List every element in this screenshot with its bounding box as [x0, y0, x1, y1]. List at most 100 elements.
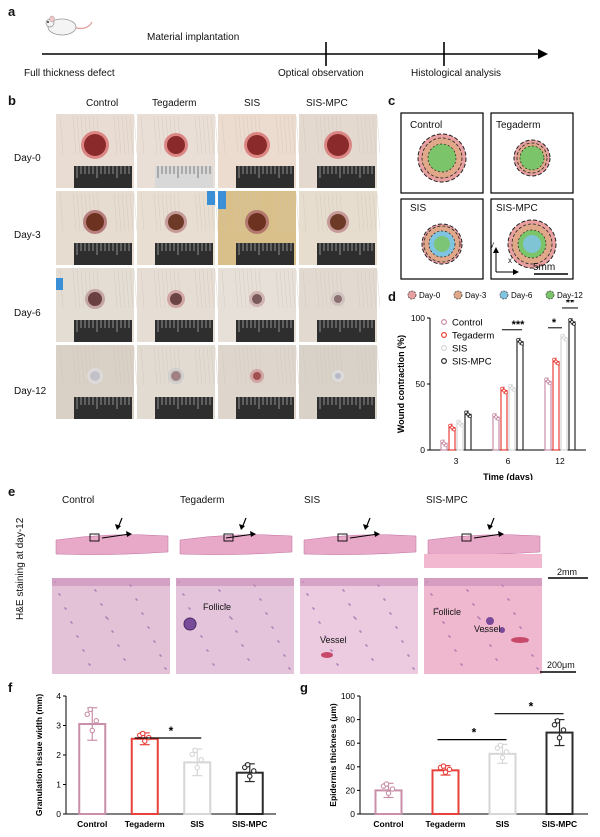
he-scale-bottom: 200μm	[547, 660, 575, 670]
he-follicle-label-1: Follicle	[203, 602, 232, 612]
chart-d-point	[492, 413, 496, 417]
chart-d-point	[502, 388, 506, 393]
chart-g-point	[554, 718, 561, 724]
wound-photo-control-day-6	[56, 268, 138, 342]
chart-f-ylabel: Granulation tissue width (mm)	[34, 694, 44, 816]
wound-photo-sis-mpc-day-0	[299, 114, 380, 188]
chart-d-legend-swatch	[440, 319, 447, 326]
chart-d-ytick-label: 0	[420, 445, 425, 455]
chart-f-point	[140, 730, 146, 737]
chart-d-point	[544, 377, 548, 382]
chart-f-point	[192, 747, 199, 754]
chart-f: 0 1 2 3 4 Granulation tissue width (mm) Contro…	[34, 691, 276, 829]
chart-d-point	[556, 361, 560, 366]
chart-d-point	[516, 337, 520, 342]
he-label-tegaderm: Tegaderm	[180, 495, 225, 506]
he-column-sis-mpc	[424, 490, 542, 674]
chart-d-bar	[544, 380, 552, 451]
day-label-0: Day-0	[14, 153, 41, 164]
chart-d-legend-swatch	[440, 357, 447, 364]
chart-g-xtick-label: Control	[373, 819, 403, 829]
chart-d-legend-label: Control	[452, 318, 483, 329]
chart-d-legend-swatch	[440, 344, 447, 351]
chart-d-bar	[508, 387, 516, 451]
chart-d-point	[568, 318, 572, 322]
chart-d-point	[562, 335, 566, 340]
chart-f-point	[84, 711, 91, 718]
chart-g-ytick-label: 60	[346, 738, 356, 748]
chart-f-point	[247, 773, 253, 779]
chart-f-point	[194, 764, 201, 771]
chart-d-point	[570, 320, 574, 324]
day-label-12: Day-12	[14, 386, 47, 397]
chart-d-point	[572, 322, 576, 326]
chart-f-xtick-label: SIS	[190, 819, 204, 829]
group-header-control: Control	[86, 98, 119, 109]
chart-f-point	[87, 706, 94, 713]
chart-f-point	[89, 727, 96, 734]
he-follicle-2	[486, 617, 494, 625]
chart-d-point	[548, 381, 552, 386]
timeline-event-2: Optical observation	[278, 68, 364, 79]
trace-legend-swatch-1	[453, 290, 463, 300]
group-header-sis-mpc: SIS-MPC	[306, 98, 348, 109]
chart-d-point	[466, 412, 470, 417]
he-vessel-2	[511, 637, 529, 643]
chart-g-point	[385, 790, 392, 796]
trace-legend-swatch-3	[545, 290, 555, 300]
chart-g-point	[442, 769, 449, 775]
chart-d-bar	[464, 413, 472, 451]
chart-f-sig-label: *	[169, 724, 174, 738]
chart-d-xtick-label: 6	[506, 456, 511, 466]
trace-legend-label-3: Day-12	[557, 291, 583, 300]
trace-legend-label-2: Day-6	[511, 291, 533, 300]
wound-photo-tegaderm-day-6	[137, 268, 219, 342]
wound-photo-sis-day-0	[218, 114, 300, 188]
chart-g-point	[497, 742, 504, 749]
chart-d-sig-label: ***	[512, 319, 526, 331]
he-label-control: Control	[62, 495, 95, 506]
trace-legend-swatch-0	[407, 290, 417, 300]
chart-d-point	[520, 341, 524, 346]
trace-box-control	[400, 112, 484, 194]
wound-photo-sis-day-6	[218, 268, 300, 342]
chart-g-point	[440, 763, 447, 769]
chart-g-xtick-label: SIS-MPC	[542, 819, 577, 829]
chart-g-point	[556, 735, 563, 741]
chart-f-ytick-label: 2	[56, 750, 61, 760]
chart-d-legend-label: SIS-MPC	[452, 357, 492, 368]
panel-c-letter: c	[388, 93, 396, 108]
chart-f-point	[93, 718, 100, 724]
chart-d-bar	[516, 341, 524, 451]
chart-d-bar	[552, 360, 560, 451]
chart-f-point	[245, 761, 251, 768]
day-label-6: Day-6	[14, 308, 41, 319]
chart-d-sig-label: **	[566, 300, 575, 309]
chart-d-xlabel: Time (days)	[483, 472, 533, 480]
chart-f-xtick-label: Control	[77, 819, 107, 829]
trace-box-tegaderm	[490, 112, 574, 194]
chart-d-point	[448, 423, 452, 428]
chart-d-ylabel: Wound contraction (%)	[396, 335, 406, 433]
chart-f-xtick-label: SIS-MPC	[232, 819, 267, 829]
chart-d-legend-label: SIS	[452, 344, 467, 355]
chart-d-point	[512, 388, 516, 392]
chart-g-ytick-label: 40	[346, 762, 356, 772]
chart-d-point	[510, 386, 514, 390]
chart-d-point	[552, 357, 556, 362]
wound-photo-grid	[56, 114, 380, 419]
trace-box-sis	[400, 198, 484, 280]
he-vessel-label-2: Vessel	[474, 624, 501, 634]
chart-d-point	[464, 410, 468, 415]
mouse-icon	[45, 15, 93, 36]
chart-d-point	[496, 417, 500, 421]
chart-g-point	[551, 722, 558, 728]
chart-d-xtick-label: 12	[555, 456, 565, 466]
chart-f-point	[189, 751, 196, 758]
chart-d-bar	[500, 389, 508, 451]
chart-f-xtick-label: Tegaderm	[125, 819, 165, 829]
he-follicle-3	[499, 627, 505, 633]
trace-label-sis: SIS	[410, 203, 427, 214]
chart-f-point	[251, 768, 257, 774]
